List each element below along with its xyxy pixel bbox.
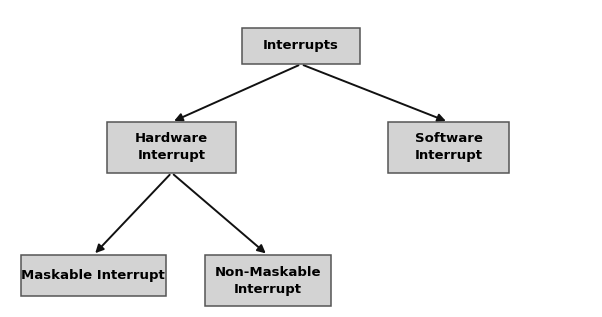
Text: Interrupts: Interrupts <box>263 39 339 53</box>
FancyBboxPatch shape <box>388 122 509 173</box>
Text: Non-Maskable
Interrupt: Non-Maskable Interrupt <box>215 266 321 295</box>
FancyBboxPatch shape <box>242 28 359 64</box>
FancyBboxPatch shape <box>205 255 331 306</box>
Text: Hardware
Interrupt: Hardware Interrupt <box>135 133 208 162</box>
FancyBboxPatch shape <box>107 122 236 173</box>
Text: Software
Interrupt: Software Interrupt <box>415 133 482 162</box>
Text: Maskable Interrupt: Maskable Interrupt <box>22 269 165 282</box>
FancyBboxPatch shape <box>21 255 166 296</box>
